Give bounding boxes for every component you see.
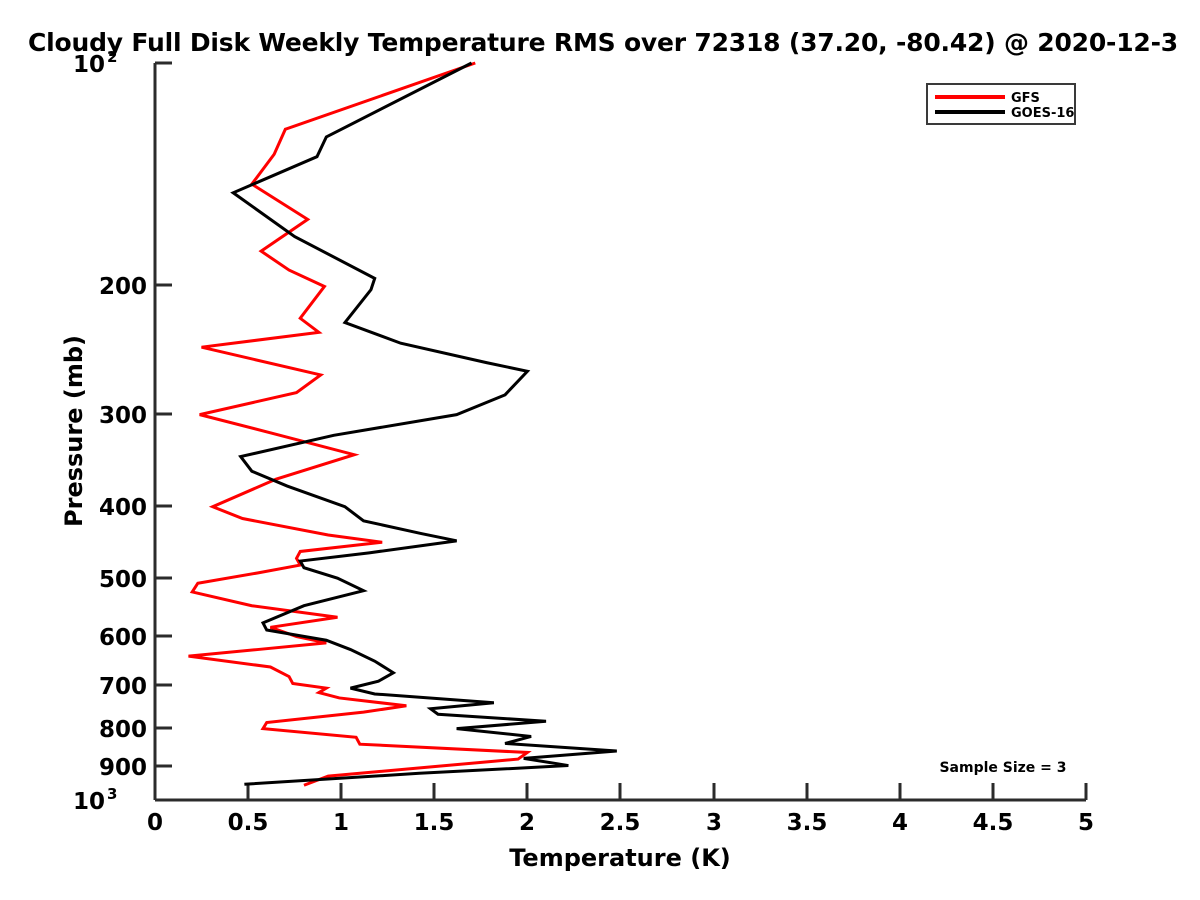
y-axis-ticks	[155, 283, 172, 768]
x-tick-label-0: 0	[147, 810, 163, 836]
series-line-goes-16	[230, 61, 617, 786]
y-tick-label-100-exp: 2	[107, 48, 117, 66]
legend-label-goes16: GOES-16	[1011, 106, 1074, 121]
x-axis-title: Temperature (K)	[509, 844, 731, 872]
chart-legend[interactable]: GFS GOES-16	[926, 83, 1076, 125]
y-tick-label-200: 200	[99, 274, 147, 300]
page-title: Cloudy Full Disk Weekly Temperature RMS …	[28, 28, 1178, 57]
legend-label-gfs: GFS	[1011, 91, 1040, 106]
x-tick-label-0p5: 0.5	[228, 810, 269, 836]
x-tick-label-1p5: 1.5	[414, 810, 455, 836]
x-tick-labels: 0 0.5 1 1.5 2 2.5 3 3.5 4 4.5 5	[147, 810, 1094, 836]
y-tick-labels: 10 2 200 300 400 500 600 700 800 900 10 …	[73, 48, 147, 815]
y-tick-label-700: 700	[99, 674, 147, 700]
x-tick-label-4: 4	[892, 810, 908, 836]
y-tick-label-900: 900	[99, 755, 147, 781]
y-tick-label-1000-exp: 3	[107, 785, 117, 803]
x-tick-label-2: 2	[519, 810, 535, 836]
y-tick-label-1000-base: 10	[73, 789, 105, 815]
y-tick-label-400: 400	[99, 495, 147, 521]
y-axis-title: Pressure (mb)	[60, 335, 88, 527]
x-tick-label-1: 1	[333, 810, 349, 836]
legend-item-gfs[interactable]: GFS	[935, 91, 1040, 106]
x-axis-ticks	[153, 783, 1088, 800]
y-tick-label-500: 500	[99, 567, 147, 593]
x-tick-label-4p5: 4.5	[973, 810, 1014, 836]
x-tick-label-3p5: 3.5	[787, 810, 828, 836]
x-tick-label-5: 5	[1078, 810, 1094, 836]
y-tick-label-300: 300	[99, 403, 147, 429]
sample-size-annotation: Sample Size = 3	[939, 760, 1066, 776]
y-tick-label-100-base: 10	[73, 52, 105, 78]
y-tick-label-800: 800	[99, 717, 147, 743]
x-tick-label-3: 3	[706, 810, 722, 836]
axis-spines	[153, 61, 1088, 802]
data-series-layer	[188, 61, 617, 787]
legend-item-goes16[interactable]: GOES-16	[935, 106, 1074, 121]
x-tick-label-2p5: 2.5	[600, 810, 641, 836]
y-tick-label-600: 600	[99, 625, 147, 651]
series-line-gfs	[188, 61, 532, 787]
